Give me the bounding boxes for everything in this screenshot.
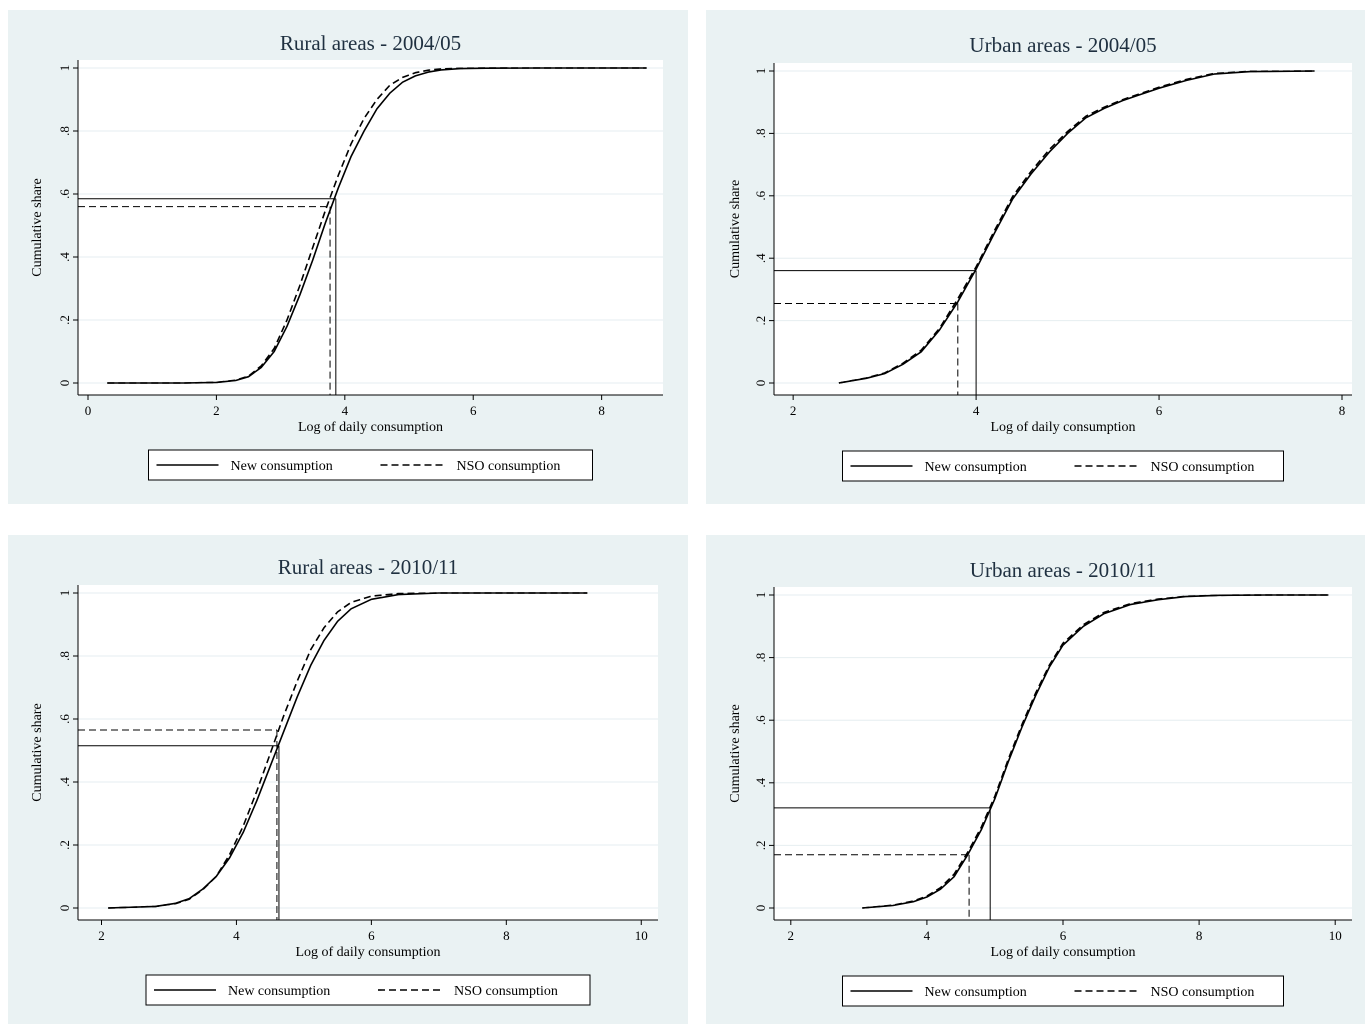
- series-line-new: [838, 70, 1315, 384]
- x-tick-label: 8: [503, 928, 510, 943]
- x-tick-label: 2: [788, 928, 795, 943]
- series-line-nso: [108, 592, 588, 909]
- x-tick-label: 10: [1329, 928, 1342, 943]
- series-line-new: [107, 67, 647, 384]
- chart-svg: Rural areas - 2004/05 0 .2 .4 .6 .8 1 0 2 4 6 8 Log …: [30, 31, 663, 481]
- legend-label-nso: NSO consumption: [457, 459, 561, 474]
- chart-title: Urban areas - 2010/11: [970, 558, 1156, 582]
- chart-svg: Urban areas - 2010/11 0 .2 .4 .6 .8 1 2 4 6 8 10 Log…: [728, 558, 1352, 1007]
- x-axis-label: Log of daily consumption: [298, 420, 443, 435]
- legend-label-new: New consumption: [925, 985, 1027, 1000]
- x-axis-label: Log of daily consumption: [990, 420, 1135, 435]
- y-tick-label: .2: [753, 841, 768, 851]
- y-tick-label: 1: [57, 590, 72, 597]
- legend-label-new: New consumption: [231, 459, 333, 474]
- y-axis-label: Cumulative share: [728, 180, 743, 278]
- y-tick-label: 1: [753, 592, 768, 599]
- x-tick-label: 2: [213, 403, 220, 418]
- y-tick-label: .2: [57, 315, 72, 325]
- legend-box: [148, 449, 593, 481]
- x-tick-label: 4: [233, 928, 240, 943]
- chart-panel-rural-2010: Rural areas - 2010/11 0 .2 .4 .6 .8 1 2 4 6 8 10 Log…: [8, 535, 688, 1024]
- x-axis-label: Log of daily consumption: [295, 945, 440, 960]
- legend-box: [842, 450, 1284, 482]
- y-tick-label: .8: [753, 129, 768, 139]
- plot-area: [78, 585, 658, 920]
- x-tick-label: 6: [1060, 928, 1067, 943]
- y-axis-label: Cumulative share: [728, 704, 743, 802]
- y-tick-label: .4: [753, 253, 768, 263]
- x-tick-label: 0: [85, 403, 92, 418]
- chart-title: Urban areas - 2004/05: [969, 33, 1156, 57]
- series-line-nso: [838, 70, 1315, 384]
- series-line-nso: [862, 594, 1329, 909]
- chart-svg: Rural areas - 2010/11 0 .2 .4 .6 .8 1 2 4 6 8 10 Log…: [30, 555, 658, 1006]
- y-tick-label: .6: [753, 715, 768, 725]
- x-tick-label: 6: [470, 403, 477, 418]
- y-tick-label: .4: [57, 252, 72, 262]
- y-tick-label: .8: [57, 651, 72, 661]
- y-tick-label: 0: [57, 905, 72, 912]
- x-tick-label: 4: [342, 403, 349, 418]
- x-tick-label: 8: [1196, 928, 1203, 943]
- legend-label-new: New consumption: [925, 460, 1027, 475]
- legend-box: [145, 974, 591, 1006]
- x-tick-label: 2: [98, 928, 105, 943]
- chart-panel-urban-2004: Urban areas - 2004/05 0 .2 .4 .6 .8 1 2 4 6 8 Log o…: [706, 10, 1365, 504]
- y-tick-label: .2: [753, 316, 768, 326]
- y-tick-label: .8: [57, 126, 72, 136]
- chart-panel-urban-2010: Urban areas - 2010/11 0 .2 .4 .6 .8 1 2 4 6 8 10 Log…: [706, 535, 1365, 1024]
- x-tick-label: 8: [598, 403, 605, 418]
- y-tick-label: 0: [57, 380, 72, 387]
- legend-label-nso: NSO consumption: [1151, 460, 1255, 475]
- y-axis-label: Cumulative share: [30, 178, 45, 276]
- y-tick-label: 0: [753, 905, 768, 912]
- x-tick-label: 4: [973, 403, 980, 418]
- series-line-new: [108, 592, 588, 909]
- legend-label-new: New consumption: [228, 984, 330, 999]
- legend-label-nso: NSO consumption: [1151, 985, 1255, 1000]
- y-tick-label: .6: [753, 190, 768, 200]
- y-tick-label: .4: [57, 777, 72, 787]
- x-tick-label: 10: [635, 928, 648, 943]
- y-tick-label: .2: [57, 840, 72, 850]
- y-tick-label: 1: [57, 65, 72, 72]
- x-tick-label: 6: [1156, 403, 1163, 418]
- y-tick-label: .8: [753, 653, 768, 663]
- x-tick-label: 8: [1339, 403, 1346, 418]
- y-axis-label: Cumulative share: [30, 703, 45, 801]
- y-tick-label: .4: [753, 777, 768, 787]
- legend-box: [842, 975, 1284, 1007]
- x-tick-label: 4: [924, 928, 931, 943]
- chart-panel-rural-2004: Rural areas - 2004/05 0 .2 .4 .6 .8 1 0 2 4 6 8 Log …: [8, 10, 688, 504]
- x-axis-label: Log of daily consumption: [990, 945, 1135, 960]
- y-tick-label: .6: [57, 189, 72, 199]
- chart-title: Rural areas - 2010/11: [278, 555, 459, 579]
- plot-area: [774, 587, 1352, 920]
- chart-svg: Urban areas - 2004/05 0 .2 .4 .6 .8 1 2 4 6 8 Log o…: [728, 33, 1352, 482]
- y-tick-label: 1: [753, 68, 768, 75]
- y-tick-label: .6: [57, 714, 72, 724]
- x-tick-label: 6: [368, 928, 375, 943]
- y-tick-label: 0: [753, 380, 768, 387]
- plot-area: [774, 63, 1352, 395]
- chart-title: Rural areas - 2004/05: [280, 31, 461, 55]
- plot-area: [78, 60, 663, 395]
- x-tick-label: 2: [790, 403, 797, 418]
- legend-label-nso: NSO consumption: [454, 984, 558, 999]
